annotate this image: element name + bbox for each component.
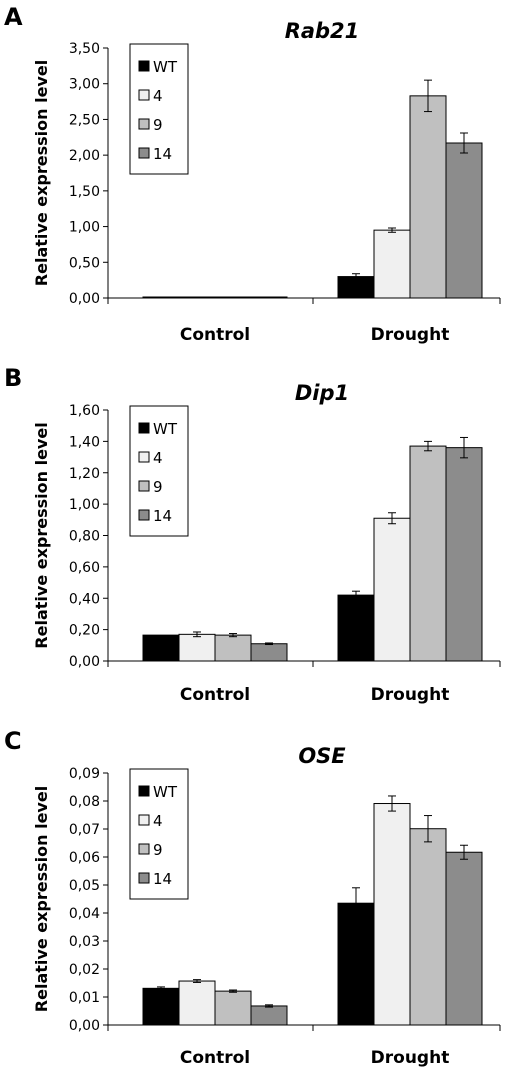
y-tick-label: 0,08	[69, 794, 100, 810]
y-tick-label: 1,00	[69, 497, 100, 513]
legend-swatch	[138, 60, 150, 72]
y-tick-label: 0,60	[69, 560, 100, 576]
y-tick-label: 0,00	[69, 291, 100, 307]
y-tick-label: 0,06	[69, 850, 100, 866]
y-tick-label: 0,02	[69, 962, 100, 978]
legend-label: WT	[153, 783, 178, 801]
bar-wt-drought	[337, 902, 375, 1026]
y-tick-label: 0,40	[69, 591, 100, 607]
legend-label: 9	[153, 478, 163, 496]
category-label: Control	[180, 1048, 250, 1068]
legend: WT 4 9 14	[129, 768, 189, 900]
y-axis-label: Relative expression level	[32, 60, 51, 286]
legend-label: 14	[153, 145, 172, 163]
legend-swatch	[138, 872, 150, 884]
panel-label: A	[4, 3, 23, 31]
y-tick-label: 0,01	[69, 990, 100, 1006]
y-tick-label: 0,00	[69, 1018, 100, 1034]
legend-label: WT	[153, 58, 178, 76]
legend-label: 14	[153, 507, 172, 525]
legend-label: 14	[153, 870, 172, 888]
legend-swatch	[138, 509, 150, 521]
bar-4-drought	[373, 517, 411, 662]
chart-title: Rab21	[285, 19, 360, 43]
legend-swatch	[138, 843, 150, 855]
legend-swatch	[138, 480, 150, 492]
y-axis-label: Relative expression level	[32, 786, 51, 1012]
bar-4-control	[178, 980, 216, 1026]
legend: WT 4 9 14	[129, 405, 189, 537]
y-tick-label: 3,50	[69, 41, 100, 57]
y-tick-label: 3,00	[69, 77, 100, 93]
y-tick-label: 0,05	[69, 878, 100, 894]
chart-panel-b: B Dip1 Relative expression level 0,00 0,20 0,…	[4, 364, 501, 705]
legend-swatch	[138, 147, 150, 159]
bar-9-drought	[409, 828, 447, 1026]
bar-14-control	[250, 643, 288, 662]
chart-panel-c: C OSE Relative expression level 0,00 0,01 0,0…	[4, 727, 501, 1068]
y-axis-label: Relative expression level	[32, 422, 51, 648]
bar-9-control	[214, 634, 252, 662]
legend-label: 4	[153, 449, 163, 467]
y-tick-label: 0,07	[69, 822, 100, 838]
bar-14-drought	[445, 142, 483, 299]
y-tick-label: 2,00	[69, 148, 100, 164]
bar-4-control	[178, 633, 216, 662]
category-label: Control	[180, 685, 250, 705]
chart-title: Dip1	[295, 381, 349, 405]
legend-label: WT	[153, 420, 178, 438]
category-label: Control	[180, 325, 250, 345]
bar-14-drought	[445, 851, 483, 1026]
bar-14-drought	[445, 447, 483, 662]
legend-swatch	[138, 785, 150, 797]
bar-wt-control	[142, 634, 180, 662]
bar-9-drought	[409, 95, 447, 299]
category-label: Drought	[371, 685, 450, 705]
legend-swatch	[138, 422, 150, 434]
y-tick-label: 0,20	[69, 623, 100, 639]
legend: WT 4 9 14	[129, 43, 189, 175]
y-tick-label: 0,09	[69, 766, 100, 782]
y-tick-label: 0,50	[69, 255, 100, 271]
y-tick-label: 1,20	[69, 466, 100, 482]
bar-14-control	[250, 1005, 288, 1026]
legend-label: 9	[153, 841, 163, 859]
bar-wt-drought	[337, 594, 375, 662]
category-label: Drought	[371, 325, 450, 345]
category-label: Drought	[371, 1048, 450, 1068]
legend-swatch	[138, 814, 150, 826]
y-tick-label: 1,00	[69, 220, 100, 236]
legend-label: 9	[153, 116, 163, 134]
chart-title: OSE	[298, 744, 346, 768]
y-tick-label: 1,50	[69, 184, 100, 200]
y-tick-label: 0,80	[69, 529, 100, 545]
bar-4-drought	[373, 803, 411, 1026]
chart-panel-a: A Rab21 Relative expression level 0,00 0,50 1…	[4, 3, 501, 345]
legend-label: 4	[153, 87, 163, 105]
bar-wt-control	[142, 987, 180, 1026]
bar-9-drought	[409, 445, 447, 662]
y-tick-label: 0,00	[69, 654, 100, 670]
panel-label: C	[4, 727, 22, 755]
legend-swatch	[138, 451, 150, 463]
bar-4-drought	[373, 229, 411, 299]
legend-swatch	[138, 89, 150, 101]
y-tick-label: 0,04	[69, 906, 100, 922]
panel-label: B	[4, 364, 22, 392]
bar-9-control	[214, 990, 252, 1026]
y-tick-label: 1,40	[69, 434, 100, 450]
y-tick-label: 2,50	[69, 112, 100, 128]
y-tick-label: 1,60	[69, 403, 100, 419]
legend-label: 4	[153, 812, 163, 830]
legend-swatch	[138, 118, 150, 130]
y-tick-label: 0,03	[69, 934, 100, 950]
